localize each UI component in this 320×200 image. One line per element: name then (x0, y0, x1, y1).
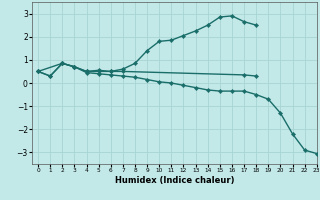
X-axis label: Humidex (Indice chaleur): Humidex (Indice chaleur) (115, 176, 234, 185)
